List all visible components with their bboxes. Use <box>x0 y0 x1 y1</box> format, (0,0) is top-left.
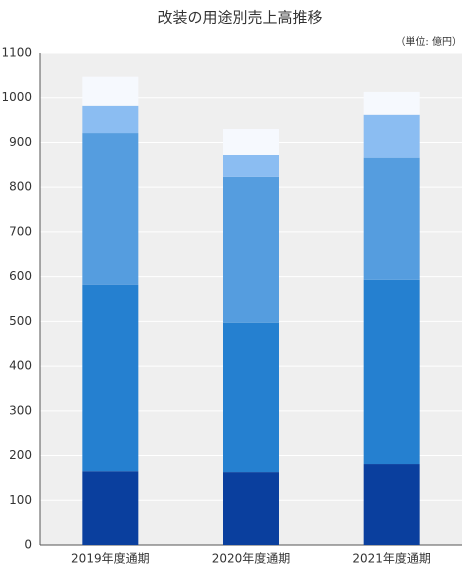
y-tick-label: 300 <box>9 403 32 417</box>
bar-segment <box>363 157 420 280</box>
bar-segment <box>223 472 279 545</box>
y-tick-label: 1100 <box>1 46 32 60</box>
y-tick-label: 700 <box>9 224 32 238</box>
bar-segment <box>363 91 420 115</box>
bar-segment <box>82 471 139 545</box>
unit-label: （単位: 億円） <box>395 35 462 48</box>
bar-segment <box>82 76 139 106</box>
y-tick-label: 200 <box>9 448 32 462</box>
chart-title: 改装の用途別売上高推移 <box>157 9 322 27</box>
bar-segment <box>223 322 279 473</box>
bar-segment <box>363 114 420 158</box>
y-tick-label: 1000 <box>1 90 32 104</box>
y-tick-label: 600 <box>9 269 32 283</box>
bar-segment <box>223 154 279 177</box>
x-tick-label: 2021年度通期 <box>352 551 431 566</box>
bar-segment <box>82 105 139 134</box>
y-tick-label: 800 <box>9 180 32 194</box>
y-tick-label: 900 <box>9 135 32 149</box>
y-tick-label: 400 <box>9 359 32 373</box>
y-tick-label: 0 <box>24 538 32 552</box>
bar-segment <box>363 279 420 465</box>
bar-segment <box>82 284 139 472</box>
y-tick-label: 100 <box>9 493 32 507</box>
bar-segment <box>223 129 279 155</box>
x-tick-label: 2019年度通期 <box>71 551 150 566</box>
bar-segment <box>82 133 139 285</box>
x-tick-label: 2020年度通期 <box>212 551 291 566</box>
bar-segment <box>223 176 279 323</box>
bar-segment <box>363 464 420 545</box>
y-tick-label: 500 <box>9 314 32 328</box>
